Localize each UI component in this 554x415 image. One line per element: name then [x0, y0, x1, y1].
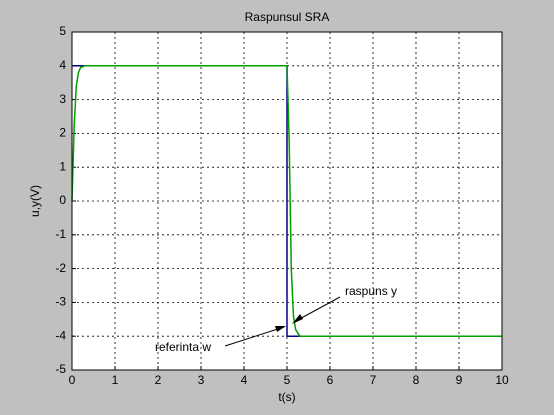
x-tick-label: 0: [69, 373, 76, 387]
y-tick-label: -4: [55, 328, 66, 342]
x-tick-label: 5: [284, 373, 291, 387]
annotation-text: referinta w: [155, 340, 211, 354]
x-axis-label: t(s): [278, 390, 295, 404]
x-tick-label: 2: [155, 373, 162, 387]
series-line: [71, 65, 502, 337]
y-tick-label: 2: [59, 126, 66, 140]
annotation-arrow: [224, 326, 285, 347]
y-tick-label: -1: [55, 227, 66, 241]
x-tick-label: 8: [413, 373, 420, 387]
y-tick-label: -3: [55, 295, 66, 309]
chart-title: Raspunsul SRA: [245, 10, 330, 24]
y-tick-label: 5: [59, 24, 66, 38]
y-tick-label: 1: [59, 159, 66, 173]
x-tick-label: 7: [370, 373, 377, 387]
x-tick-label: 10: [495, 373, 509, 387]
y-tick-label: 4: [59, 58, 66, 72]
y-tick-label: 3: [59, 92, 66, 106]
axes-box: [71, 31, 503, 371]
y-axis-label: u,y(V): [28, 185, 42, 217]
x-tick-label: 4: [241, 373, 248, 387]
x-tick-label: 9: [456, 373, 463, 387]
y-tick-label: -5: [55, 362, 66, 376]
x-tick-label: 1: [112, 373, 119, 387]
x-tick-label: 3: [198, 373, 205, 387]
y-tick-label: 0: [59, 193, 66, 207]
y-tick-label: -2: [55, 261, 66, 275]
annotation-y: raspuns y: [292, 284, 397, 324]
annotation-arrowhead: [292, 314, 303, 324]
annotation-text: raspuns y: [345, 284, 397, 298]
annotation-arrowhead: [275, 326, 286, 332]
annotation-w: referinta w: [155, 326, 286, 354]
x-tick-label: 6: [327, 373, 334, 387]
